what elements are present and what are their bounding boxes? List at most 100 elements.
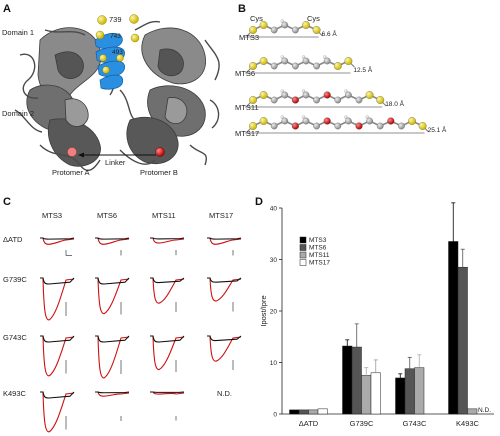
bar <box>467 408 478 415</box>
bar-nd-label: N.D. <box>478 407 491 414</box>
carbon-atom <box>323 57 331 65</box>
bar <box>457 266 468 415</box>
hydrogen-atom <box>280 115 284 119</box>
legend-swatch <box>299 236 307 244</box>
hydrogen-atom <box>344 89 348 93</box>
x-tick-label: G739C <box>350 419 374 428</box>
crosslinker-mts6: MTS6 12.5 Å <box>235 55 373 78</box>
post-trace <box>207 237 242 245</box>
reagent-name: MTS17 <box>235 129 259 138</box>
sulfur-atom <box>259 91 268 99</box>
y-axis-label: Ipost/Ipre <box>259 295 268 326</box>
trace-column-header: MTS3 <box>42 211 62 220</box>
legend-swatch <box>299 259 307 266</box>
not-determined-label: N.D. <box>217 389 232 398</box>
carbon-atom <box>270 96 278 104</box>
legend-label: MTS11 <box>309 252 330 259</box>
oxygen-atom <box>291 122 299 130</box>
reagent-length: 6.6 Å <box>322 29 338 38</box>
sulfur-atom <box>312 26 321 34</box>
post-trace <box>95 391 130 397</box>
oxygen-atom <box>387 117 395 125</box>
post-trace <box>40 335 75 377</box>
bar <box>370 372 381 415</box>
reagent-name: MTS6 <box>235 69 255 78</box>
label-residue-739: 739 <box>109 15 122 24</box>
sulfur-atom <box>249 62 257 70</box>
pre-trace <box>40 335 75 343</box>
legend-swatch <box>299 251 307 259</box>
reagent-name: MTS11 <box>235 103 259 112</box>
panel-label-d: D <box>255 196 263 208</box>
hydrogen-atom <box>280 89 284 93</box>
sulfur-atom <box>418 122 427 130</box>
carbon-atom <box>302 117 310 125</box>
carbon-atom <box>270 26 278 34</box>
sulfur-atom <box>365 91 374 99</box>
bar <box>361 375 372 415</box>
pre-trace <box>95 237 130 240</box>
sulfur-atom <box>376 96 385 104</box>
y-tick-label: 30 <box>270 257 278 264</box>
bar-chart: 0 10 20 30 40 Ipost/Ipre ΔATD G739C G743C N.D. K49… <box>259 202 494 428</box>
sulfur-atom <box>302 21 310 29</box>
pre-trace <box>207 277 242 283</box>
sulfur-atom <box>249 122 257 130</box>
bar <box>414 367 425 415</box>
carbon-atom <box>281 57 289 65</box>
carbon-atom <box>345 117 352 125</box>
pre-trace <box>150 335 185 343</box>
panel-label-a: A <box>3 3 11 15</box>
panel-label-c: C <box>3 196 11 208</box>
bar <box>298 409 309 415</box>
carbon-atom <box>270 62 278 70</box>
post-trace <box>150 391 185 395</box>
bar <box>351 346 362 415</box>
label-protomer-a: Protomer A <box>52 168 90 177</box>
pre-trace <box>40 277 75 285</box>
y-tick-label: 10 <box>270 360 278 367</box>
label-residue-743: 743 <box>110 33 121 40</box>
post-trace <box>150 237 185 244</box>
post-trace <box>207 277 242 302</box>
post-trace <box>207 335 242 362</box>
bar <box>395 377 406 415</box>
oxygen-atom <box>291 96 299 104</box>
crosslinker-mts3: MTS3 6.6 Å <box>239 19 337 42</box>
crosslinker-structures: MTS3 6.6 Å MTS6 12.5 Å MTS11 18.0 Å MTS17 25.1 … <box>235 19 447 138</box>
sulfur-atom <box>344 57 353 65</box>
y-tick-label: 40 <box>270 206 278 213</box>
carbon-atom <box>366 117 373 125</box>
sulfur-atom <box>249 26 257 34</box>
sulfur-atom <box>408 117 416 125</box>
pre-trace <box>95 391 130 394</box>
carbon-atom <box>292 62 299 70</box>
reagent-name: MTS3 <box>239 33 259 42</box>
pre-trace <box>40 391 75 399</box>
post-trace <box>95 335 130 379</box>
pre-trace <box>40 237 75 240</box>
trace-column-header: MTS6 <box>97 211 117 220</box>
post-trace <box>40 391 75 433</box>
pre-trace <box>95 277 130 285</box>
hydrogen-atom <box>365 115 369 119</box>
sulfur-atom <box>249 96 257 104</box>
carbon-atom <box>281 21 289 29</box>
hydrogen-atom <box>301 89 306 93</box>
pre-trace <box>150 237 185 240</box>
hydrogen-atom <box>301 115 306 119</box>
sulfur-atom <box>259 117 268 125</box>
legend-label: MTS3 <box>309 237 327 244</box>
carbon-atom <box>292 26 299 34</box>
label-cys-left: Cys <box>250 14 263 23</box>
carbon-atom <box>398 122 405 130</box>
panel-label-b: B <box>238 3 246 15</box>
post-trace <box>40 277 75 321</box>
post-trace <box>95 277 130 315</box>
bar <box>404 368 415 415</box>
trace-row-label: ΔATD <box>3 235 23 244</box>
trace-column-header: MTS17 <box>209 211 233 220</box>
oxygen-atom <box>323 117 331 125</box>
reagent-length: 12.5 Å <box>353 65 372 74</box>
